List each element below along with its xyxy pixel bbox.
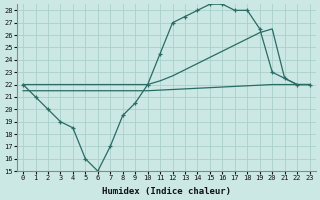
X-axis label: Humidex (Indice chaleur): Humidex (Indice chaleur) [102,187,231,196]
